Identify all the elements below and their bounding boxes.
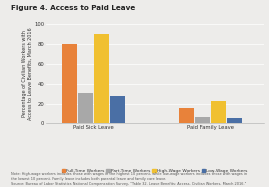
Text: Figure 4. Access to Paid Leave: Figure 4. Access to Paid Leave [11,5,135,11]
Bar [195,117,210,123]
Bar [62,44,77,123]
Text: Note: High-wage workers includes those with wages in the highest 10 percent, whi: Note: High-wage workers includes those w… [11,172,247,186]
Bar [94,34,109,123]
Legend: Full-Time Workers, Part-Time Workers, High-Wage Workers, Low-Wage Workers: Full-Time Workers, Part-Time Workers, Hi… [62,169,248,173]
Bar [110,96,125,123]
Bar [211,101,226,123]
Bar [78,93,93,123]
Y-axis label: Percentage of Civilian Workers with
Access to Leave Benefits, March 2016: Percentage of Civilian Workers with Acce… [22,27,33,120]
Bar [179,108,194,123]
Bar [227,119,242,123]
